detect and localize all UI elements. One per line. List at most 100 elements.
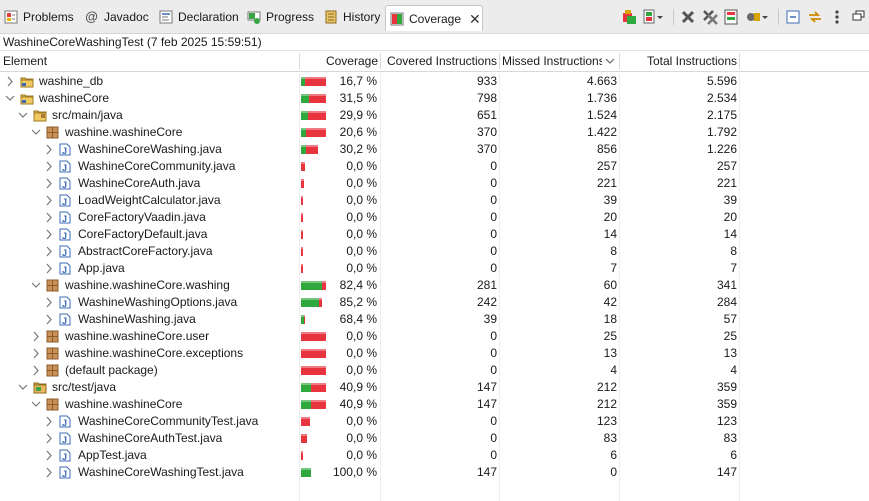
- problems-icon: [4, 10, 18, 24]
- chevron-right-icon[interactable]: [43, 158, 55, 175]
- total-instructions: 7: [730, 261, 737, 275]
- table-row[interactable]: washine_db 16,7 % 933 4.663 5.596: [0, 73, 869, 90]
- table-row[interactable]: src/test/java 40,9 % 147 212 359: [0, 379, 869, 396]
- svg-text:J: J: [62, 418, 67, 428]
- chevron-right-icon[interactable]: [30, 345, 42, 362]
- table-row[interactable]: J AbstractCoreFactory.java 0,0 % 0 8 8: [0, 243, 869, 260]
- covered-instructions: 39: [483, 312, 497, 326]
- java-file-icon: J: [59, 296, 72, 309]
- package-icon: [46, 279, 59, 292]
- table-row[interactable]: J WashineWashing.java 68,4 % 39 18 57: [0, 311, 869, 328]
- table-row[interactable]: washine.washineCore 40,9 % 147 212 359: [0, 396, 869, 413]
- covered-bar-segment: [301, 298, 319, 307]
- tab-history[interactable]: History: [324, 5, 380, 29]
- table-row[interactable]: J WashineCoreCommunity.java 0,0 % 0 257 257: [0, 158, 869, 175]
- missed-bar-segment: [309, 94, 326, 103]
- tab-javadoc[interactable]: @ Javadoc: [85, 5, 149, 29]
- remove-session-icon[interactable]: [679, 8, 697, 26]
- session-dropdown-icon[interactable]: [642, 8, 664, 26]
- table-row[interactable]: J App.java 0,0 % 0 7 7: [0, 260, 869, 277]
- chevron-down-icon[interactable]: [4, 90, 16, 107]
- history-icon: [324, 10, 338, 24]
- table-row[interactable]: J AppTest.java 0,0 % 0 6 6: [0, 447, 869, 464]
- chevron-right-icon[interactable]: [43, 141, 55, 158]
- table-row[interactable]: J WashineCoreWashing.java 30,2 % 370 856 1.22…: [0, 141, 869, 158]
- covered-instructions: 0: [490, 227, 497, 241]
- dump-execution-data-icon[interactable]: [745, 8, 769, 26]
- java-file-icon: J: [59, 211, 72, 224]
- chevron-right-icon[interactable]: [4, 73, 16, 90]
- remove-all-sessions-icon[interactable]: [701, 8, 719, 26]
- chevron-right-icon[interactable]: [43, 260, 55, 277]
- column-guide: [299, 73, 300, 501]
- missed-instructions: 20: [603, 210, 617, 224]
- chevron-right-icon[interactable]: [43, 430, 55, 447]
- relaunch-coverage-icon[interactable]: [620, 8, 638, 26]
- project-folder-icon: [20, 92, 34, 105]
- coverage-bar: [301, 128, 326, 137]
- missed-bar-segment: [301, 230, 303, 239]
- chevron-down-icon[interactable]: [30, 277, 42, 294]
- merge-sessions-icon[interactable]: [723, 8, 741, 26]
- table-row[interactable]: washine.washineCore 20,6 % 370 1.422 1.792: [0, 124, 869, 141]
- table-row[interactable]: washineCore 31,5 % 798 1.736 2.534: [0, 90, 869, 107]
- covered-instructions: 0: [490, 448, 497, 462]
- table-row[interactable]: J CoreFactoryVaadin.java 0,0 % 0 20 20: [0, 209, 869, 226]
- chevron-right-icon[interactable]: [43, 192, 55, 209]
- chevron-down-icon[interactable]: [30, 124, 42, 141]
- chevron-right-icon[interactable]: [43, 464, 55, 481]
- table-row[interactable]: J WashineCoreAuth.java 0,0 % 0 221 221: [0, 175, 869, 192]
- column-header-coverage[interactable]: Coverage: [325, 54, 378, 68]
- column-header-covered-instructions[interactable]: Covered Instructions: [386, 54, 497, 68]
- chevron-right-icon[interactable]: [30, 362, 42, 379]
- table-row[interactable]: J CoreFactoryDefault.java 0,0 % 0 14 14: [0, 226, 869, 243]
- missed-bar-segment: [311, 383, 326, 392]
- minimize-icon[interactable]: [850, 8, 868, 26]
- chevron-right-icon[interactable]: [43, 209, 55, 226]
- tab-coverage[interactable]: Coverage ✕: [385, 5, 483, 31]
- table-row[interactable]: J WashineCoreWashingTest.java 100,0 % 147 0 1…: [0, 464, 869, 481]
- tab-declaration[interactable]: Declaration: [159, 5, 239, 29]
- total-instructions: 83: [723, 431, 737, 445]
- chevron-right-icon[interactable]: [43, 311, 55, 328]
- chevron-right-icon[interactable]: [30, 328, 42, 345]
- column-header-total-instructions[interactable]: Total Instructions: [646, 54, 737, 68]
- chevron-right-icon[interactable]: [43, 226, 55, 243]
- coverage-bar: [301, 315, 305, 324]
- covered-bar-segment: [301, 281, 322, 290]
- bar-highlight: [301, 230, 303, 232]
- package-icon: [46, 364, 59, 377]
- coverage-percent: 16,7 %: [339, 74, 377, 88]
- coverage-percent: 0,0 %: [346, 210, 377, 224]
- chevron-right-icon[interactable]: [43, 175, 55, 192]
- chevron-right-icon[interactable]: [43, 413, 55, 430]
- collapse-all-icon[interactable]: [784, 8, 802, 26]
- table-row[interactable]: src/main/java 29,9 % 651 1.524 2.175: [0, 107, 869, 124]
- table-row[interactable]: J LoadWeightCalculator.java 0,0 % 0 39 39: [0, 192, 869, 209]
- column-header-missed-instructions[interactable]: Missed Instructions: [502, 54, 602, 68]
- bar-highlight: [301, 179, 304, 181]
- close-icon[interactable]: ✕: [469, 10, 481, 27]
- coverage-percent: 0,0 %: [346, 363, 377, 377]
- chevron-right-icon[interactable]: [43, 243, 55, 260]
- tab-problems[interactable]: Problems: [4, 5, 74, 29]
- table-row[interactable]: J WashineCoreAuthTest.java 0,0 % 0 83 83: [0, 430, 869, 447]
- tab-progress[interactable]: Progress: [247, 5, 314, 29]
- missed-instructions: 14: [603, 227, 617, 241]
- table-row[interactable]: J WashineCoreCommunityTest.java 0,0 % 0 123 1…: [0, 413, 869, 430]
- table-row[interactable]: J WashineWashingOptions.java 85,2 % 242 42 28…: [0, 294, 869, 311]
- table-row[interactable]: washine.washineCore.user 0,0 % 0 25 25: [0, 328, 869, 345]
- table-row[interactable]: (default package) 0,0 % 0 4 4: [0, 362, 869, 379]
- table-row[interactable]: washine.washineCore.exceptions 0,0 % 0 13 13: [0, 345, 869, 362]
- chevron-down-icon[interactable]: [30, 396, 42, 413]
- link-with-editor-icon[interactable]: [806, 8, 824, 26]
- column-header-element[interactable]: Element: [3, 54, 48, 68]
- chevron-right-icon[interactable]: [43, 294, 55, 311]
- coverage-bar: [301, 196, 303, 205]
- chevron-down-icon[interactable]: [17, 107, 29, 124]
- chevron-down-icon[interactable]: [17, 379, 29, 396]
- chevron-right-icon[interactable]: [43, 447, 55, 464]
- view-menu-icon[interactable]: [828, 8, 846, 26]
- table-row[interactable]: washine.washineCore.washing 82,4 % 281 60 34…: [0, 277, 869, 294]
- element-name: src/test/java: [52, 380, 117, 394]
